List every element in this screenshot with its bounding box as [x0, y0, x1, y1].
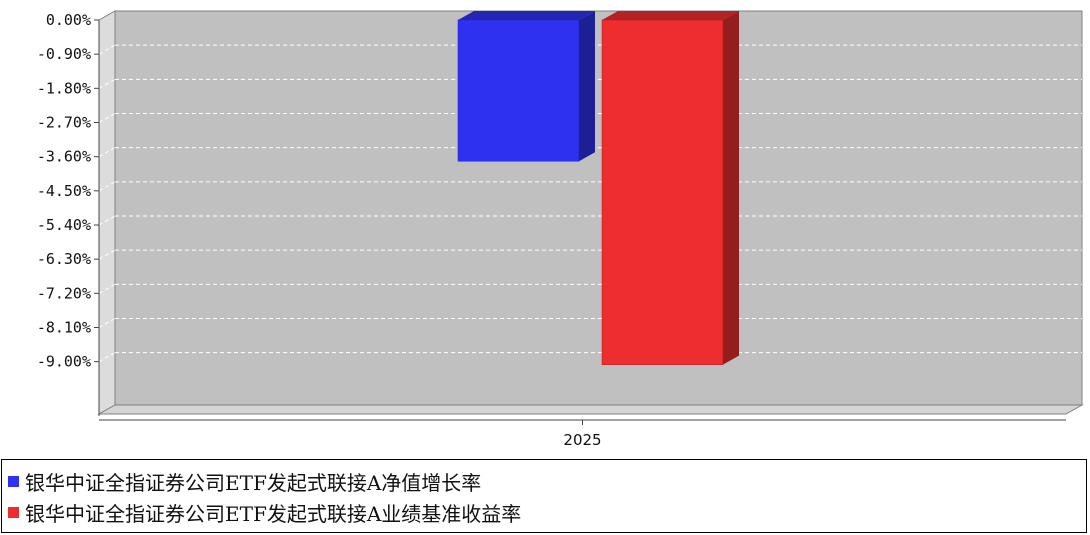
- plot-area: [97, 10, 1084, 415]
- legend-label-benchmark: 银华中证全指证券公司ETF发起式联接A业绩基准收益率: [25, 501, 522, 526]
- plot-floor: [97, 404, 1084, 415]
- bar: [601, 19, 724, 365]
- y-tick-label: -9.00%: [37, 353, 91, 371]
- grid-lines: [98, 44, 1082, 363]
- grid-line-side: [98, 78, 116, 89]
- grid-line-side: [98, 249, 116, 260]
- bar-chart: 0.00% -0.90% -1.80% -2.70% -3.60% -4.50% -5.40…: [37, 10, 1084, 449]
- legend-item-benchmark: 银华中证全指证券公司ETF发起式联接A业绩基准收益率: [8, 497, 521, 527]
- grid-line-side: [98, 147, 116, 158]
- grid-line-side: [98, 215, 116, 226]
- y-tick-label: -4.50%: [37, 182, 91, 200]
- legend-label-nav-growth: 银华中证全指证券公司ETF发起式联接A净值增长率: [25, 470, 482, 495]
- grid-line-side: [98, 318, 116, 328]
- y-tick-label: -5.40%: [37, 216, 91, 234]
- bar-side-face: [723, 11, 739, 365]
- y-tick-label: -1.80%: [37, 79, 91, 97]
- grid-line-side: [98, 283, 116, 294]
- bar-top-face: [602, 11, 739, 20]
- legend-swatch-nav-growth: [8, 475, 19, 487]
- y-tick-label: -8.10%: [37, 318, 91, 336]
- bar-side-face: [579, 11, 595, 162]
- bar-series-1: [601, 11, 739, 365]
- legend-swatch-benchmark: [8, 506, 19, 518]
- bars: [457, 11, 739, 365]
- grid-line-side: [98, 113, 116, 123]
- y-tick-label: -0.90%: [37, 45, 91, 63]
- legend-item-nav-growth: 银华中证全指证券公司ETF发起式联接A净值增长率: [8, 466, 481, 496]
- y-tick-label: -6.30%: [37, 250, 91, 268]
- y-tick-label: -3.60%: [37, 148, 91, 166]
- y-tick-label: 0.00%: [46, 11, 91, 29]
- plot-back-wall: [114, 10, 1083, 406]
- grid-line-side: [98, 44, 116, 55]
- bar-top-face: [458, 11, 595, 20]
- x-tick-label: 2025: [563, 431, 601, 449]
- bar-series-0: [457, 11, 595, 162]
- grid-line-side: [98, 352, 116, 363]
- y-tick-label: -7.20%: [37, 284, 91, 302]
- y-tick-label: -2.70%: [37, 113, 91, 131]
- y-axis: 0.00% -0.90% -1.80% -2.70% -3.60% -4.50% -5.40…: [37, 11, 100, 416]
- legend: 银华中证全指证券公司ETF发起式联接A净值增长率 银华中证全指证券公司ETF发起…: [1, 459, 1087, 533]
- grid-line-side: [98, 181, 116, 192]
- bar: [457, 19, 580, 162]
- x-axis: 2025: [99, 419, 1066, 449]
